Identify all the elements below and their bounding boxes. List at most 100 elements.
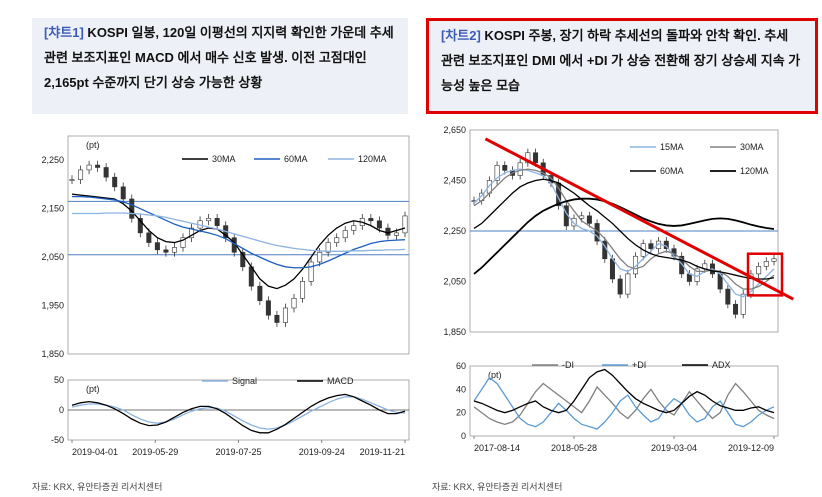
y-tick-label: 2,650	[443, 125, 466, 135]
series-line-30ma	[473, 168, 775, 290]
x-tick-label: 2017-08-14	[474, 443, 520, 453]
candle-body	[214, 218, 220, 226]
y-tick-label: 2,450	[443, 176, 466, 186]
candle-body	[376, 220, 382, 229]
candle-body	[756, 266, 762, 275]
y-tick-label: 0	[461, 431, 466, 441]
right-chart-tag: [차트2]	[441, 28, 481, 43]
candle-body	[317, 251, 323, 263]
legend-label: MACD	[327, 376, 354, 386]
candle-body	[120, 186, 126, 200]
candle-body	[240, 251, 246, 268]
y-tick-label: 2,250	[443, 226, 466, 236]
series-line-60ma	[473, 178, 775, 280]
legend-label: ADX	[712, 360, 731, 370]
plot-frame	[469, 365, 779, 437]
right-chart-title: [차트2] KOSPI 주봉, 장기 하락 추세선의 돌파와 안착 확인. 추세…	[426, 18, 818, 114]
left-source-note: 자료: KRX, 유안타증권 리서치센터	[32, 482, 163, 492]
candle-body	[171, 247, 177, 253]
candle-body	[771, 258, 777, 262]
legend-label: 15MA	[660, 142, 684, 152]
right-source-note: 자료: KRX, 유안타증권 리서치센터	[432, 482, 563, 492]
left-chart-title-text: KOSPI 일봉, 120일 이평선의 지지력 확인한 가운데 추세 관련 보조…	[44, 25, 394, 90]
candle-body	[763, 261, 769, 267]
series-line-adx	[473, 368, 775, 414]
candle-body	[617, 278, 623, 295]
x-tick-label: 2019-04-01	[72, 447, 118, 457]
x-tick-label: 2019-07-25	[215, 447, 261, 457]
candle-body	[571, 218, 577, 227]
candle-body	[334, 237, 340, 243]
candle-body	[129, 198, 135, 219]
candle-body	[648, 243, 654, 249]
legend-label: -DI	[562, 360, 574, 370]
left-macd-chart: 50 0 -50 (pt) Signal MACD 2019-04-01 2019-05-29…	[51, 375, 410, 457]
candle-body	[402, 215, 408, 234]
candle-body	[154, 242, 160, 251]
candle-body	[308, 261, 314, 282]
y-tick-label: 1,950	[41, 301, 64, 311]
candle-body	[274, 314, 280, 323]
x-tick-label: 2019-03-04	[651, 443, 697, 453]
legend-label: Signal	[232, 376, 257, 386]
y-tick-label: 2,250	[41, 155, 64, 165]
breakout-highlight-box	[746, 252, 784, 297]
legend-label: 60MA	[284, 154, 308, 164]
series-line-60ma	[72, 195, 406, 269]
candle-body	[112, 176, 118, 188]
x-tick-label: 2018-05-28	[551, 443, 597, 453]
downtrend-line	[484, 137, 795, 301]
candle-body	[740, 293, 746, 315]
legend-label: 120MA	[358, 154, 387, 164]
legend-label: 30MA	[740, 142, 764, 152]
candle-body	[625, 273, 631, 295]
y-tick-label: 60	[456, 361, 466, 371]
y-tick-label: 1,850	[41, 349, 64, 359]
candle-body	[586, 215, 592, 224]
series-line-signal	[71, 396, 406, 430]
candle-body	[393, 232, 399, 236]
y-tick-label: 1,850	[443, 327, 466, 337]
candle-body	[189, 227, 195, 239]
x-tick-label: 2019-09-24	[299, 447, 345, 457]
left-chart-title: [챠트1] KOSPI 일봉, 120일 이평선의 지지력 확인한 가운데 추세…	[32, 18, 408, 114]
unit-label: (pt)	[86, 140, 100, 150]
candle-body	[265, 300, 271, 316]
legend-label: 30MA	[212, 154, 236, 164]
candle-body	[103, 167, 109, 178]
candle-body	[137, 218, 143, 234]
y-tick-label: 0	[59, 405, 64, 415]
legend-label: 120MA	[740, 166, 769, 176]
y-tick-label: 20	[456, 408, 466, 418]
candle-body	[206, 218, 212, 222]
candle-body	[257, 285, 263, 302]
right-dmi-chart: 60 40 20 0 (pt) -DI +DI ADX 2017-08-14 2018-05-28…	[456, 360, 779, 453]
y-tick-label: -50	[51, 435, 64, 445]
candle-body	[733, 303, 739, 315]
candle-body	[282, 307, 288, 323]
candle-body	[351, 225, 357, 231]
candle-body	[300, 281, 306, 299]
candle-body	[502, 165, 508, 171]
candle-body	[69, 179, 75, 181]
candle-body	[494, 165, 500, 181]
left-price-chart: 2,250 2,150 2,050 1,950 1,850 (pt) 30MA 60MA 120…	[41, 135, 410, 359]
unit-label: (pt)	[488, 370, 502, 380]
candle-body	[385, 227, 391, 236]
candle-body	[725, 288, 731, 305]
unit-label: (pt)	[86, 384, 100, 394]
candle-body	[78, 169, 84, 180]
y-tick-label: 2,050	[443, 277, 466, 287]
y-tick-label: 2,150	[41, 204, 64, 214]
candle-body	[291, 297, 297, 309]
y-tick-label: 50	[54, 375, 64, 385]
series-line-120ma	[72, 212, 406, 252]
candle-body	[86, 164, 92, 171]
candle-body	[146, 232, 152, 243]
legend-label: 60MA	[660, 166, 684, 176]
candle-body	[95, 164, 101, 168]
x-tick-label: 2019-05-29	[132, 447, 178, 457]
candle-body	[533, 152, 539, 164]
series-line-30ma	[71, 193, 406, 290]
candle-body	[163, 249, 169, 253]
